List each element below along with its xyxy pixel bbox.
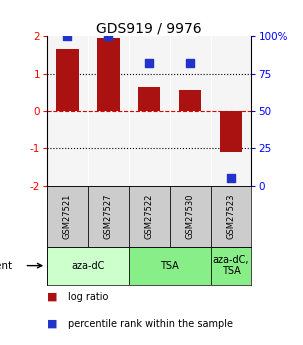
Point	[228, 175, 233, 181]
Text: GSM27521: GSM27521	[63, 194, 72, 239]
Title: GDS919 / 9976: GDS919 / 9976	[96, 21, 202, 35]
Text: agent: agent	[0, 260, 12, 270]
Bar	[211, 186, 251, 247]
Text: log ratio: log ratio	[68, 292, 108, 302]
Text: ■: ■	[47, 292, 58, 302]
Text: aza-dC: aza-dC	[71, 260, 105, 270]
Bar	[56, 49, 79, 111]
Bar	[220, 111, 242, 152]
Bar	[129, 186, 170, 247]
Bar	[88, 186, 129, 247]
Text: percentile rank within the sample: percentile rank within the sample	[68, 319, 233, 329]
Point	[106, 33, 111, 39]
Text: TSA: TSA	[160, 260, 179, 270]
Bar	[211, 247, 251, 285]
Point	[147, 60, 152, 66]
Text: ■: ■	[47, 319, 58, 329]
Bar	[129, 247, 211, 285]
Bar	[97, 38, 120, 111]
Text: GSM27530: GSM27530	[186, 193, 195, 239]
Bar	[170, 186, 211, 247]
Text: GSM27523: GSM27523	[227, 193, 235, 239]
Point	[65, 33, 70, 39]
Bar	[47, 186, 88, 247]
Bar	[47, 247, 129, 285]
Text: aza-dC,
TSA: aza-dC, TSA	[213, 255, 249, 276]
Point	[188, 60, 193, 66]
Bar	[179, 90, 201, 111]
Text: GSM27522: GSM27522	[145, 194, 154, 239]
Text: GSM27527: GSM27527	[104, 193, 113, 239]
Bar	[138, 87, 161, 111]
